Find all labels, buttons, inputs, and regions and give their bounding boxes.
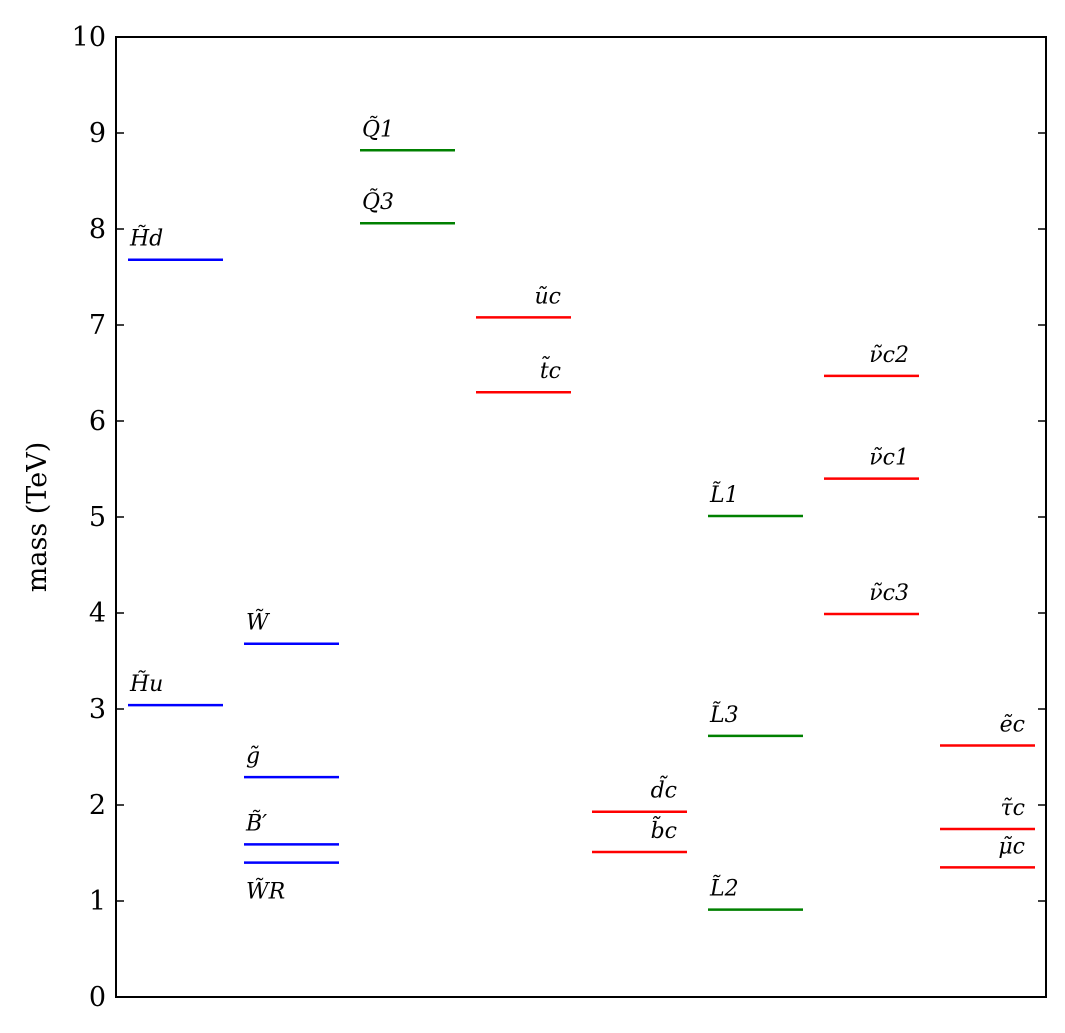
y-tick-label: 5 — [89, 502, 106, 533]
mass-level-label: W̃ — [246, 610, 271, 636]
mass-level-label: ẽc — [1000, 712, 1025, 737]
y-tick-label: 1 — [89, 886, 106, 917]
y-tick-label: 0 — [89, 982, 106, 1013]
mass-level-label: W̃R — [246, 879, 285, 905]
y-tick-label: 6 — [89, 406, 106, 437]
y-tick-label: 2 — [89, 790, 106, 821]
mass-level-label: Q̃1 — [362, 116, 394, 142]
mass-level-label: t̃c — [540, 354, 561, 384]
mass-level-label: ν̃c3 — [869, 581, 909, 606]
y-axis-label: mass (TeV) — [22, 442, 53, 592]
mass-level-label: B̃′ — [245, 810, 267, 836]
y-tick-label: 10 — [72, 22, 106, 53]
y-tick-label: 3 — [89, 694, 106, 725]
mass-level-label: ν̃c2 — [869, 343, 909, 368]
y-tick-label: 7 — [89, 310, 106, 341]
mass-level-label: ν̃c1 — [869, 446, 909, 471]
y-tick-label: 4 — [89, 598, 106, 629]
mass-level-label: τ̃c — [1001, 796, 1026, 821]
mass-level-label: Q̃3 — [362, 189, 394, 215]
mass-level-label: L̃1 — [709, 482, 739, 508]
y-tick-label: 8 — [89, 214, 106, 245]
mass-level-label: d̃c — [651, 774, 677, 804]
mass-level-label: g̃ — [246, 744, 260, 769]
mass-level-label: H̃u — [129, 671, 163, 697]
mass-level-label: b̃c — [651, 814, 677, 844]
mass-level-label: H̃d — [129, 226, 163, 252]
mass-level-label: ũc — [535, 284, 562, 309]
mass-level-label: L̃2 — [709, 876, 739, 902]
y-axis-ticks: 0 1 2 3 4 5 6 7 8 9 10 — [72, 22, 1046, 1013]
mass-levels: H̃d H̃u W̃ g̃ B̃′ W̃R Q̃1 Q̃3 ũc t̃c d̃c b̃c L̃1 L̃3 L… — [128, 116, 1035, 911]
plot-frame — [115, 36, 1047, 998]
y-tick-label: 9 — [89, 118, 106, 149]
mass-level-label: μ̃c — [998, 834, 1025, 859]
mass-level-label: L̃3 — [709, 702, 739, 728]
